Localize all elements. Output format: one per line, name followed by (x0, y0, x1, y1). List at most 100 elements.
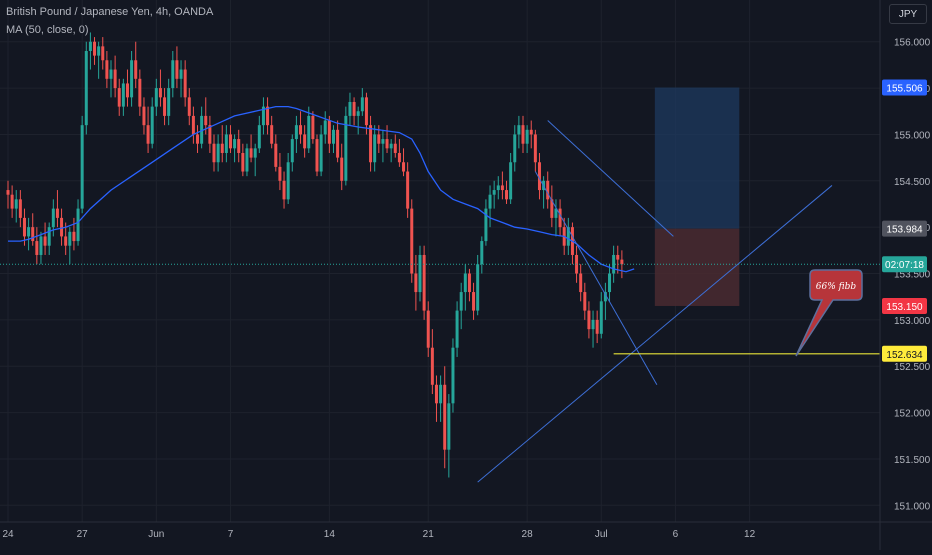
x-tick-label: Jun (148, 529, 164, 540)
candle-body (55, 208, 59, 218)
candle-body (451, 347, 455, 404)
candle-body (583, 292, 587, 311)
candle-body (612, 254, 616, 274)
fib-callout-bubble (795, 269, 863, 357)
candle-body (150, 106, 154, 144)
candle-body (154, 88, 158, 107)
candle-body (443, 384, 447, 450)
price-label-stop (882, 297, 927, 314)
candle-body (430, 347, 434, 385)
candle-body (286, 162, 290, 200)
candle-body (418, 254, 422, 293)
candle-body (599, 301, 603, 334)
x-tick-label: 27 (77, 529, 89, 540)
candle-body (323, 120, 327, 135)
candle-body (546, 180, 550, 200)
candle-body (434, 384, 438, 404)
candle-body (537, 162, 541, 191)
price-label-text: 153.984 (886, 225, 923, 236)
candle-body (513, 134, 517, 163)
candle-body (517, 125, 521, 135)
candle-body (117, 88, 121, 107)
candle-body (158, 88, 162, 98)
legend-title[interactable]: British Pound / Japanese Yen, 4h, OANDA (6, 6, 214, 18)
candle-body (455, 310, 459, 348)
candle-body (204, 115, 208, 126)
candle-body (130, 60, 134, 98)
candle-body (10, 194, 14, 209)
candle-body (261, 106, 265, 126)
candle-body (278, 166, 282, 181)
candle-body (521, 125, 525, 144)
currency-badge[interactable]: JPY (889, 4, 927, 24)
price-labels: 155.506 153.984 153.150 152.634 02:07:18 (0, 79, 927, 362)
drawings[interactable]: 66% fibb (477, 120, 880, 483)
candle-body (595, 319, 599, 334)
candle-body (68, 231, 72, 246)
candle-body (84, 50, 88, 126)
candle-body (299, 125, 303, 135)
candle-body (274, 143, 278, 167)
candle-body (393, 143, 397, 153)
candle-body (6, 190, 10, 195)
y-tick-label: 153.500 (894, 270, 931, 281)
y-tick-label: 155.000 (894, 130, 931, 141)
candle-body (319, 134, 323, 172)
y-tick-label: 152.500 (894, 362, 931, 373)
channel-upper-line (547, 120, 674, 237)
candle-body (113, 69, 117, 89)
y-tick-label: 156.000 (894, 38, 931, 49)
candle-body (484, 208, 488, 242)
candle-body (216, 143, 220, 163)
candle-body (385, 139, 389, 149)
candle-body (364, 97, 368, 126)
candle-body (459, 292, 463, 311)
legend-ma[interactable]: MA (50, close, 0) (6, 24, 89, 36)
candle-body (467, 273, 471, 293)
candle-body (447, 403, 451, 450)
x-tick-label: 21 (423, 529, 435, 540)
candle-body (88, 41, 92, 51)
candle-body (167, 88, 171, 116)
candle-body (105, 60, 109, 79)
candle-body (620, 259, 624, 265)
candle-body (331, 129, 335, 144)
candle-body (14, 199, 18, 209)
candle-body (550, 199, 554, 218)
candle-body (327, 120, 331, 144)
candle-body (311, 115, 315, 140)
candle-body (352, 101, 356, 116)
candle-body (389, 143, 393, 149)
candle-body (179, 69, 183, 79)
candle-body (608, 273, 612, 293)
candle-body (360, 97, 364, 112)
candle-body (579, 273, 583, 293)
candle-body (344, 115, 348, 181)
x-tick-label: 6 (673, 529, 679, 540)
candle-body (35, 241, 39, 255)
candle-body (171, 60, 175, 89)
candle-body (554, 208, 558, 218)
candle-body (138, 78, 142, 107)
candle-body (509, 162, 513, 200)
candle-body (51, 208, 55, 228)
candle-body (220, 143, 224, 153)
candle-body (439, 384, 443, 404)
candle-body (93, 41, 97, 56)
candle-body (616, 254, 620, 260)
x-tick-label: Jul (595, 529, 608, 540)
candle-body (303, 134, 307, 149)
price-label-target (882, 79, 927, 96)
candle-body (249, 148, 253, 158)
target-zone (654, 87, 740, 229)
candle-body (39, 236, 43, 255)
candle-body (31, 227, 35, 242)
candle-body (64, 236, 68, 246)
candle-body (529, 129, 533, 135)
candle-body (121, 83, 125, 107)
candle-body (72, 231, 76, 242)
candle-body (22, 217, 26, 237)
candle-body (196, 134, 200, 144)
